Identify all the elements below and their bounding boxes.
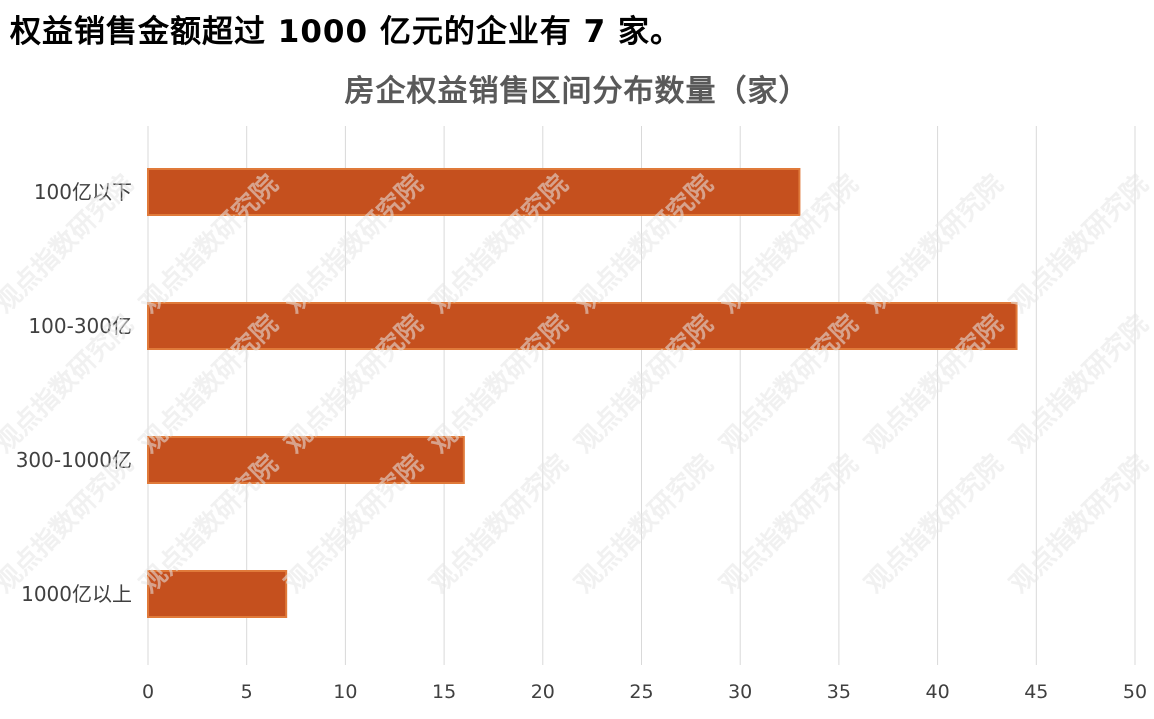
x-tick-label-45: 45 <box>1024 681 1048 703</box>
x-axis-tick-labels: 0 5 10 15 20 25 30 35 40 45 50 <box>142 681 1147 703</box>
watermark-layer: 观点指数研究院观点指数研究院观点指数研究院观点指数研究院观点指数研究院观点指数研… <box>0 169 1154 600</box>
category-labels: 100亿以下 100-300亿 300-1000亿 1000亿以上 <box>16 180 132 606</box>
bar-3 <box>147 570 288 618</box>
watermark-text: 观点指数研究院 <box>569 449 720 600</box>
headline: 权益销售金额超过 1000 亿元的企业有 7 家。 <box>10 14 683 50</box>
bar-1 <box>147 302 1018 350</box>
x-tick-label-30: 30 <box>728 681 752 703</box>
category-label-1: 100-300亿 <box>28 314 132 338</box>
bars <box>147 168 1018 618</box>
x-tick-label-15: 15 <box>432 681 456 703</box>
category-label-0: 100亿以下 <box>34 180 132 204</box>
category-label-3: 1000亿以上 <box>21 582 132 606</box>
watermark-text: 观点指数研究院 <box>859 449 1010 600</box>
x-tick-label-20: 20 <box>531 681 555 703</box>
watermark-text: 观点指数研究院 <box>1004 309 1154 460</box>
chart-title: 房企权益销售区间分布数量（家） <box>344 74 810 109</box>
x-tick-label-0: 0 <box>142 681 154 703</box>
watermark-text: 观点指数研究院 <box>1004 449 1154 600</box>
x-tick-label-35: 35 <box>827 681 851 703</box>
watermark-text: 观点指数研究院 <box>714 449 865 600</box>
x-tick-label-10: 10 <box>333 681 357 703</box>
x-tick-label-40: 40 <box>926 681 950 703</box>
bar-2 <box>147 436 465 484</box>
watermark-text: 观点指数研究院 <box>859 169 1010 320</box>
x-tick-label-5: 5 <box>241 681 253 703</box>
bar-0 <box>147 168 801 216</box>
x-tick-label-25: 25 <box>629 681 653 703</box>
watermark-text: 观点指数研究院 <box>1004 169 1154 320</box>
category-label-2: 300-1000亿 <box>16 448 132 472</box>
x-tick-label-50: 50 <box>1123 681 1147 703</box>
